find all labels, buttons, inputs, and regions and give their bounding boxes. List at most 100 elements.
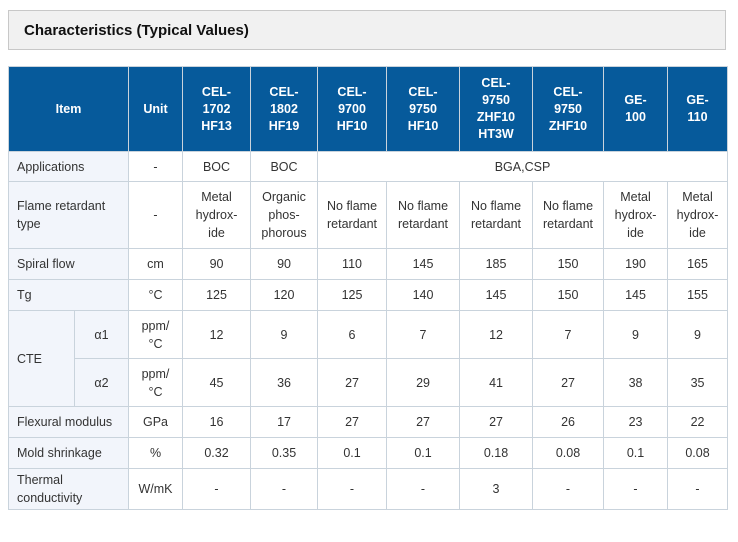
cell: 9	[250, 310, 319, 359]
cell: 27	[386, 406, 461, 438]
cell: 17	[250, 406, 319, 438]
cell: 27	[532, 358, 605, 407]
header-item: Item	[7, 66, 130, 152]
cell: 7	[386, 310, 461, 359]
row-label: Flame retardant type	[7, 181, 130, 249]
cell: 16	[182, 406, 252, 438]
row-applications: Applications - BOC BOC BGA,CSP	[7, 151, 729, 182]
row-flame-retardant: Flame retardant type - Metal hydrox-ide Or…	[7, 181, 729, 249]
row-cte-a1: CTE α1 ppm/°C 12 9 6 7 12 7 9 9	[8, 310, 729, 407]
title-box: Characteristics (Typical Values)	[8, 10, 726, 50]
header-product-2: CEL- 1802 HF19	[250, 66, 319, 152]
row-label: Tg	[7, 279, 130, 311]
row-unit: ppm/°C	[128, 310, 184, 359]
header-product-4: CEL- 9750 HF10	[386, 66, 461, 152]
header-product-6: CEL- 9750 ZHF10	[532, 66, 605, 152]
cell: 150	[532, 248, 605, 280]
cell: -	[603, 468, 669, 510]
cell: 6	[317, 310, 388, 359]
header-product-1: CEL- 1702 HF13	[182, 66, 252, 152]
cell: Metal hydrox-ide	[667, 181, 729, 249]
cell: 185	[459, 248, 534, 280]
cell: BOC	[182, 151, 252, 182]
cell: 3	[459, 468, 534, 510]
row-flexural-modulus: Flexural modulus GPa 16 17 27 27 27 26 2…	[7, 406, 729, 438]
cell: -	[667, 468, 729, 510]
row-unit: -	[128, 151, 184, 182]
header-product-8: GE- 110	[667, 66, 729, 152]
cell: 22	[667, 406, 729, 438]
row-label: Applications	[7, 151, 130, 182]
cell: No flame retardant	[386, 181, 461, 249]
row-thermal-conductivity: Thermal conductivity W/mK - - - - 3 - - -	[7, 468, 729, 510]
page-title: Characteristics (Typical Values)	[24, 22, 249, 39]
cell: 29	[386, 358, 461, 407]
cell: 90	[250, 248, 319, 280]
cell: 125	[182, 279, 252, 311]
row-mold-shrinkage: Mold shrinkage % 0.32 0.35 0.1 0.1 0.18 …	[7, 437, 729, 469]
cell: 0.32	[182, 437, 252, 469]
cell: -	[317, 468, 388, 510]
row-sublabel: α2	[73, 358, 130, 407]
header-product-3: CEL- 9700 HF10	[317, 66, 388, 152]
row-sublabel: α1	[73, 310, 130, 359]
cell: Metal hydrox-ide	[603, 181, 669, 249]
cell: -	[250, 468, 319, 510]
header-product-7: GE- 100	[603, 66, 669, 152]
cell: 190	[603, 248, 669, 280]
header-unit: Unit	[128, 66, 184, 152]
row-tg: Tg °C 125 120 125 140 145 150 145 155	[7, 279, 729, 311]
cell: 0.1	[603, 437, 669, 469]
cell: 125	[317, 279, 388, 311]
cell-merged: BGA,CSP	[317, 151, 729, 182]
cell: 9	[667, 310, 729, 359]
row-unit: °C	[128, 279, 184, 311]
cell: 120	[250, 279, 319, 311]
cell: 27	[459, 406, 534, 438]
cell: 155	[667, 279, 729, 311]
cell: 110	[317, 248, 388, 280]
cell: 90	[182, 248, 252, 280]
cell: 140	[386, 279, 461, 311]
cell: Organic phos-phorous	[250, 181, 319, 249]
cell: 27	[317, 406, 388, 438]
row-unit: -	[128, 181, 184, 249]
cell: 45	[182, 358, 252, 407]
cell: 23	[603, 406, 669, 438]
row-unit: %	[128, 437, 184, 469]
cell: 12	[182, 310, 252, 359]
row-unit: ppm/°C	[128, 358, 184, 407]
row-unit: GPa	[128, 406, 184, 438]
cell: 9	[603, 310, 669, 359]
cell: 27	[317, 358, 388, 407]
cell: No flame retardant	[317, 181, 388, 249]
row-label: Spiral flow	[7, 248, 130, 280]
header-product-5: CEL- 9750 ZHF10 HT3W	[459, 66, 534, 152]
cell: 0.1	[317, 437, 388, 469]
cell: 41	[459, 358, 534, 407]
cell: Metal hydrox-ide	[182, 181, 252, 249]
row-label: Thermal conductivity	[7, 468, 130, 510]
cell: 145	[386, 248, 461, 280]
row-unit: W/mK	[128, 468, 184, 510]
cell: 12	[459, 310, 534, 359]
row-cte-a2: α2 ppm/°C 45 36 27 29 41 27 38 35	[9, 358, 729, 407]
cell: -	[386, 468, 461, 510]
cell: 145	[603, 279, 669, 311]
cell: -	[532, 468, 605, 510]
row-spiral-flow: Spiral flow cm 90 90 110 145 185 150 190…	[7, 248, 729, 280]
cell: No flame retardant	[532, 181, 605, 249]
row-label: Flexural modulus	[7, 406, 130, 438]
cell: 0.18	[459, 437, 534, 469]
cell: 0.1	[386, 437, 461, 469]
cell: 145	[459, 279, 534, 311]
cell: 0.35	[250, 437, 319, 469]
cell: No flame retardant	[459, 181, 534, 249]
cell: -	[182, 468, 252, 510]
row-label: CTE	[8, 310, 75, 407]
characteristics-table: Item Unit CEL- 1702 HF13 CEL- 1802 HF19 CEL-…	[7, 66, 729, 510]
cell: 36	[250, 358, 319, 407]
cell: 0.08	[532, 437, 605, 469]
cell: BOC	[250, 151, 319, 182]
row-label: Mold shrinkage	[7, 437, 130, 469]
